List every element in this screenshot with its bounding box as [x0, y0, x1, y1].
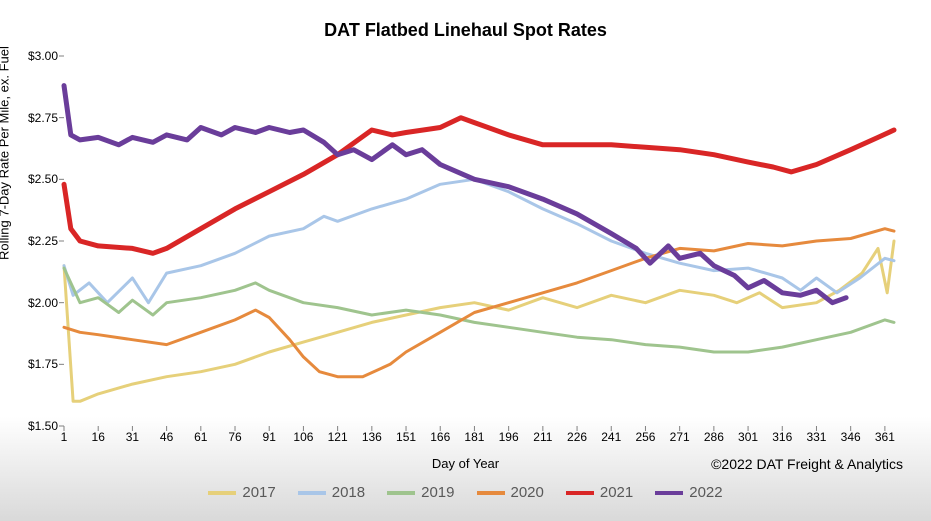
y-axis-label: Rolling 7-Day Rate Per Mile, ex. Fuel [0, 46, 12, 260]
legend-item-2022: 2022 [655, 484, 722, 501]
legend-item-2019: 2019 [387, 484, 454, 501]
x-tick-label: 196 [499, 426, 519, 444]
x-tick-label: 106 [293, 426, 313, 444]
x-tick-label: 211 [533, 426, 552, 444]
chart-container: DAT Flatbed Linehaul Spot Rates Rolling … [0, 0, 931, 521]
x-tick-label: 271 [670, 426, 690, 444]
x-tick-label: 346 [841, 426, 861, 444]
legend-item-2021: 2021 [566, 484, 633, 501]
copyright-text: ©2022 DAT Freight & Analytics [711, 456, 903, 472]
lines-svg [64, 56, 894, 426]
legend-label: 2017 [242, 484, 275, 501]
x-tick-label: 331 [806, 426, 826, 444]
x-tick-label: 166 [430, 426, 450, 444]
x-tick-label: 121 [328, 426, 348, 444]
x-tick-label: 46 [160, 426, 173, 444]
y-tick-label: $1.50 [28, 419, 64, 433]
legend-swatch [298, 491, 326, 495]
x-tick-label: 91 [263, 426, 276, 444]
legend-swatch [387, 491, 415, 495]
y-tick-label: $2.00 [28, 296, 64, 310]
legend-swatch [655, 491, 683, 495]
y-tick-label: $2.25 [28, 234, 64, 248]
y-tick-label: $2.75 [28, 111, 64, 125]
x-tick-label: 61 [194, 426, 207, 444]
legend-swatch [477, 491, 505, 495]
x-tick-label: 136 [362, 426, 382, 444]
legend-item-2017: 2017 [208, 484, 275, 501]
legend-item-2018: 2018 [298, 484, 365, 501]
x-tick-label: 301 [738, 426, 758, 444]
x-tick-label: 256 [635, 426, 655, 444]
chart-title: DAT Flatbed Linehaul Spot Rates [0, 20, 931, 41]
y-tick-label: $3.00 [28, 49, 64, 63]
x-tick-label: 76 [228, 426, 241, 444]
legend-item-2020: 2020 [477, 484, 544, 501]
x-tick-label: 361 [875, 426, 895, 444]
x-tick-label: 151 [396, 426, 416, 444]
legend: 2017 2018 2019 2020 2021 2022 [0, 484, 931, 501]
y-tick-label: $2.50 [28, 172, 64, 186]
legend-label: 2020 [511, 484, 544, 501]
x-tick-label: 316 [772, 426, 792, 444]
legend-label: 2022 [689, 484, 722, 501]
y-tick-label: $1.75 [28, 357, 64, 371]
legend-label: 2018 [332, 484, 365, 501]
x-tick-label: 241 [601, 426, 621, 444]
series-line-2017 [64, 241, 894, 401]
x-tick-label: 286 [704, 426, 724, 444]
legend-swatch [208, 491, 236, 495]
x-tick-label: 16 [92, 426, 105, 444]
legend-label: 2019 [421, 484, 454, 501]
x-tick-label: 226 [567, 426, 587, 444]
x-tick-label: 31 [126, 426, 139, 444]
legend-label: 2021 [600, 484, 633, 501]
x-tick-label: 1 [61, 426, 68, 444]
x-tick-label: 181 [464, 426, 484, 444]
legend-swatch [566, 491, 594, 495]
plot-area: $1.50$1.75$2.00$2.25$2.50$2.75$3.0011631… [64, 56, 894, 426]
